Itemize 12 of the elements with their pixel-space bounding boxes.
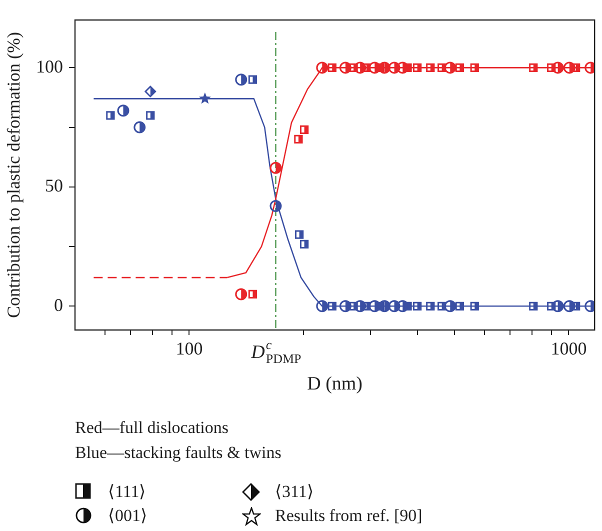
text: ⟨111⟩ bbox=[108, 482, 146, 502]
y-axis-title: Contribution to plastic deformation (%) bbox=[4, 32, 24, 318]
text: ⟨001⟩ bbox=[108, 506, 148, 526]
y-tick-label: 100 bbox=[36, 56, 63, 76]
x-axis-title: D (nm) bbox=[307, 374, 363, 395]
text: Red—full dislocations bbox=[75, 418, 228, 438]
text: ⟨311⟩ bbox=[275, 482, 314, 502]
y-tick-label: 0 bbox=[54, 294, 63, 315]
text: Results from ref. [90] bbox=[275, 506, 422, 526]
text: Blue—stacking faults & twins bbox=[75, 443, 282, 463]
x-tick-label: 1000 bbox=[550, 338, 587, 359]
y-tick-label: 50 bbox=[45, 176, 63, 196]
